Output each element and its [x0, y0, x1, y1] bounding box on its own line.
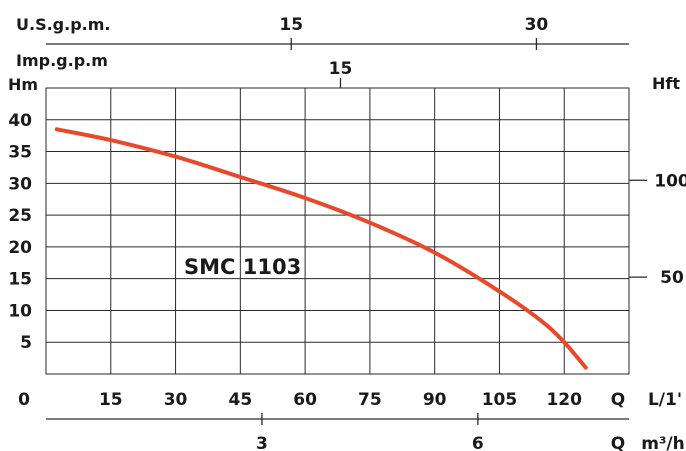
hft-tick-label-100: 100 — [654, 171, 686, 191]
hm-tick-label-20: 20 — [8, 238, 32, 258]
m3h-tick-label-6: 6 — [472, 434, 484, 451]
performance-curve-0 — [54, 127, 588, 370]
axis-label-hft: Hft — [652, 74, 680, 93]
axis-label-m3h: m³/h — [641, 434, 684, 451]
m3h-tick-label-3: 3 — [256, 434, 268, 451]
hm-tick-label-25: 25 — [8, 206, 32, 226]
tick-labels: 15 30 15 5 10 15 20 25 30 35 40 50 100 0 15 30 45 60 75 90 1… — [8, 15, 686, 451]
lpm-origin-label: 0 — [18, 390, 30, 410]
lpm-tick-label-45: 45 — [228, 390, 252, 410]
hm-tick-label-10: 10 — [8, 301, 32, 321]
hm-tick-label-15: 15 — [8, 270, 32, 290]
impgpm-tick-label-15: 15 — [329, 59, 353, 79]
lpm-tick-label-90: 90 — [423, 390, 447, 410]
lpm-tick-label-60: 60 — [293, 390, 317, 410]
hm-tick-label-35: 35 — [8, 143, 32, 163]
lpm-tick-label-120: 120 — [546, 390, 582, 410]
usgpm-tick-label-15: 15 — [279, 15, 303, 35]
axis-label-hm: Hm — [8, 75, 38, 94]
grid — [45, 87, 630, 375]
axes — [46, 38, 647, 425]
axis-label-impgpm: Imp.g.p.m — [16, 51, 108, 70]
lpm-tick-label-105: 105 — [482, 390, 518, 410]
curves — [54, 127, 588, 370]
hft-tick-label-50: 50 — [660, 268, 684, 288]
model-label: SMC 1103 — [184, 255, 301, 279]
lpm-tick-label-30: 30 — [164, 390, 188, 410]
plot-frame — [45, 87, 630, 375]
lpm-tick-label-75: 75 — [358, 390, 382, 410]
lpm-tick-label-15: 15 — [99, 390, 123, 410]
lpm-q-label: Q — [611, 390, 625, 410]
axis-label-usgpm: U.S.g.p.m. — [16, 15, 110, 34]
usgpm-tick-label-30: 30 — [525, 15, 549, 35]
hm-tick-label-5: 5 — [20, 333, 32, 353]
axis-labels: U.S.g.p.m. Imp.g.p.m Hm Hft Q L/1' Q m³/h SMC 11… — [8, 15, 685, 451]
hm-tick-label-40: 40 — [8, 111, 32, 131]
hm-tick-label-30: 30 — [8, 174, 32, 194]
m3h-q-label: Q — [611, 434, 625, 451]
axis-label-lpm: L/1' — [648, 390, 682, 410]
